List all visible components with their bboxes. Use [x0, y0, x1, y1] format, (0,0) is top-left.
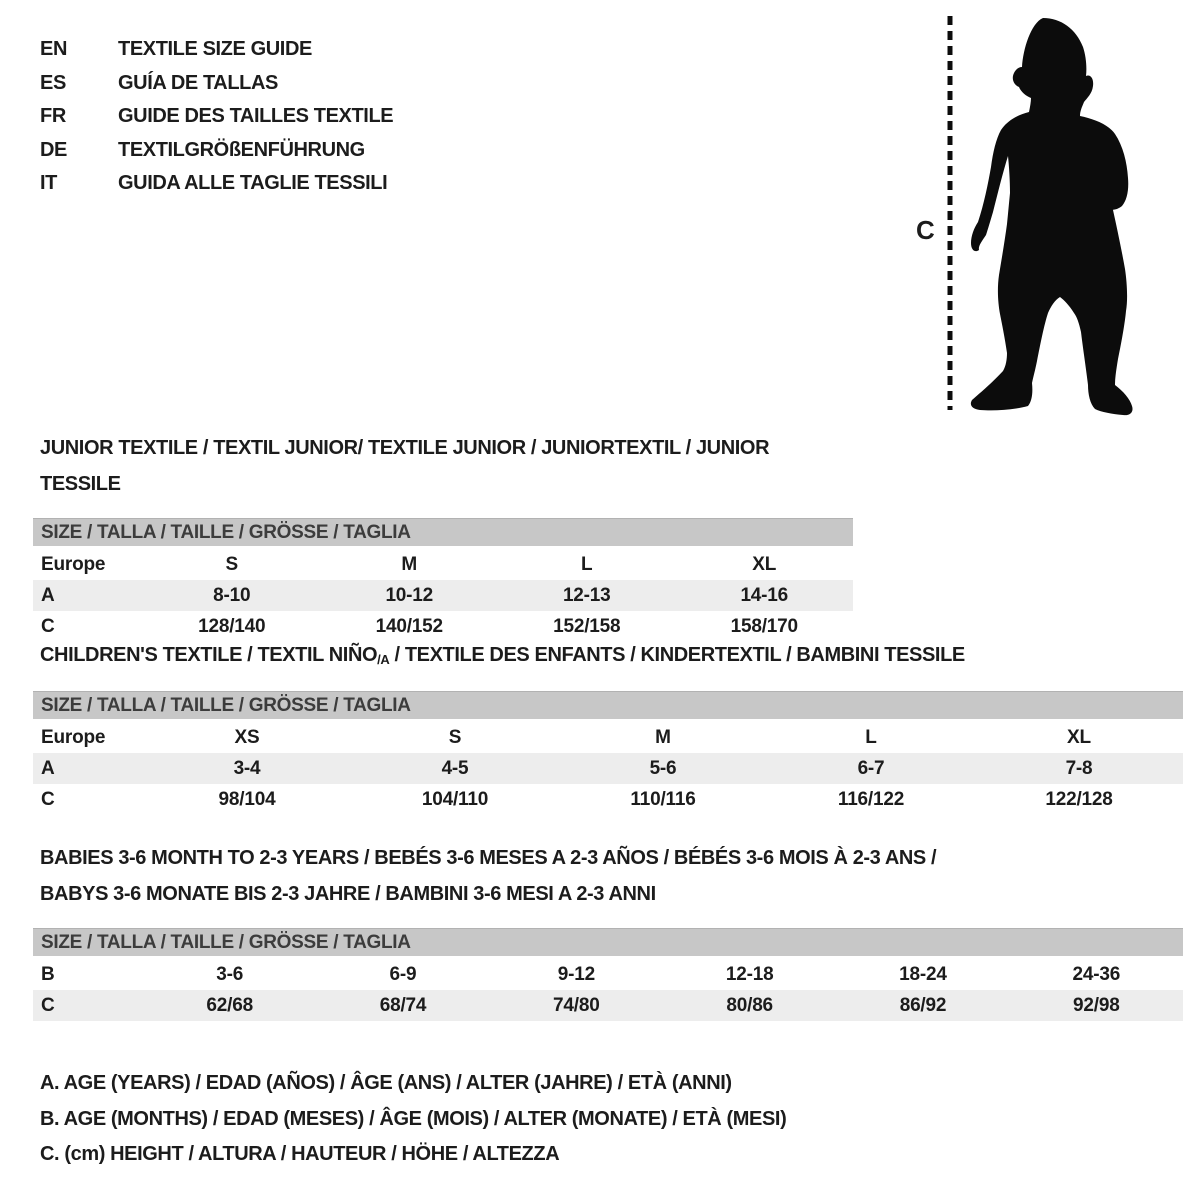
- size-cell: 80/86: [726, 995, 773, 1016]
- legend-notes: A. AGE (YEARS) / EDAD (AÑOS) / ÂGE (ANS)…: [40, 1066, 787, 1173]
- row-label-cell: C: [41, 616, 55, 637]
- section-title: CHILDREN'S TEXTILE / TEXTIL NIÑO/A / TEX…: [40, 637, 1183, 675]
- table-row: A 3-4 4-5 5-6 6-7 7-8: [33, 753, 1183, 784]
- row-label-cell: B: [41, 964, 55, 985]
- table-row: B 3-6 6-9 9-12 12-18 18-24 24-36: [33, 959, 1183, 990]
- table-header-bar: SIZE / TALLA / TAILLE / GRÖSSE / TAGLIA: [33, 518, 853, 546]
- size-cell: S: [225, 554, 239, 575]
- table-row: C 62/68 68/74 74/80 80/86 86/92 92/98: [33, 990, 1183, 1021]
- size-cell: 98/104: [218, 789, 276, 810]
- toddler-silhouette-graphic: [947, 16, 1133, 416]
- size-table: SIZE / TALLA / TAILLE / GRÖSSE / TAGLIA …: [33, 518, 853, 642]
- guide-title-label: TEXTILGRÖßENFÜHRUNG: [118, 138, 365, 161]
- table-row: Europe S M L XL: [33, 549, 853, 580]
- legend-note-line: C. (cm) HEIGHT / ALTURA / HAUTEUR / HÖHE…: [40, 1143, 560, 1165]
- size-cell: 68/74: [379, 995, 427, 1016]
- table-row: A 8-10 10-12 12-13 14-16: [33, 580, 853, 611]
- size-cell: 24-36: [1072, 964, 1121, 985]
- size-cell: 12-18: [725, 964, 774, 985]
- size-table: SIZE / TALLA / TAILLE / GRÖSSE / TAGLIA …: [33, 928, 1183, 1021]
- baby-height-figure: C: [915, 8, 1155, 428]
- row-label-cell: A: [41, 585, 55, 606]
- row-label-cell: C: [41, 995, 55, 1016]
- size-cell: 6-7: [857, 758, 885, 779]
- size-cell: 116/122: [837, 789, 905, 810]
- section-title-line: BABIES 3-6 MONTH TO 2-3 YEARS / BEBÉS 3-…: [40, 847, 937, 869]
- size-cell: XL: [1067, 727, 1091, 748]
- section-title-line: BABYS 3-6 MONATE BIS 2-3 JAHRE / BAMBINI…: [40, 883, 656, 905]
- size-cell: 92/98: [1073, 995, 1120, 1016]
- language-row: EN TEXTILE SIZE GUIDE: [40, 33, 393, 67]
- size-cell: 104/110: [421, 789, 489, 810]
- size-cell: 110/116: [630, 789, 696, 810]
- size-cell: 3-4: [233, 758, 261, 779]
- height-marker-label: C: [916, 215, 935, 245]
- size-cell: 152/158: [553, 616, 621, 637]
- size-cell: L: [865, 727, 877, 748]
- size-cell: 10-12: [385, 585, 434, 606]
- size-cell: 7-8: [1065, 758, 1093, 779]
- language-code: FR: [40, 105, 66, 127]
- guide-title-label: TEXTILE SIZE GUIDE: [118, 38, 312, 60]
- table-header-bar: SIZE / TALLA / TAILLE / GRÖSSE / TAGLIA: [33, 691, 1183, 719]
- language-code: EN: [40, 38, 67, 60]
- row-label-cell: A: [41, 758, 55, 779]
- language-code: IT: [40, 172, 57, 194]
- size-cell: 12-13: [562, 585, 611, 606]
- section-title-line: JUNIOR TEXTILE / TEXTIL JUNIOR/ TEXTILE …: [40, 437, 770, 495]
- language-row: DE TEXTILGRÖßENFÜHRUNG: [40, 134, 393, 168]
- toddler-silhouette: [970, 18, 1133, 416]
- size-table-section: BABIES 3-6 MONTH TO 2-3 YEARS / BEBÉS 3-…: [33, 840, 1183, 1021]
- size-cell: 18-24: [899, 964, 947, 985]
- size-table-section: CHILDREN'S TEXTILE / TEXTIL NIÑO/A / TEX…: [33, 637, 1183, 815]
- language-row: FR GUIDE DES TAILLES TEXTILE: [40, 100, 394, 134]
- size-table: SIZE / TALLA / TAILLE / GRÖSSE / TAGLIA …: [33, 691, 1183, 815]
- size-cell: 4-5: [441, 758, 469, 779]
- size-cell: 3-6: [216, 964, 244, 985]
- size-cell: 6-9: [389, 964, 417, 985]
- guide-title-label: GUIDA ALLE TAGLIE TESSILI: [118, 172, 388, 194]
- size-cell: 140/152: [375, 616, 443, 637]
- language-code: ES: [40, 71, 66, 94]
- language-code: DE: [40, 138, 67, 161]
- size-cell: XL: [752, 554, 777, 575]
- legend-note-line: A. AGE (YEARS) / EDAD (AÑOS) / ÂGE (ANS)…: [40, 1072, 732, 1094]
- table-row: Europe XS S M L XL: [33, 722, 1183, 753]
- table-header-bar: SIZE / TALLA / TAILLE / GRÖSSE / TAGLIA: [33, 928, 1183, 956]
- size-cell: S: [448, 727, 462, 748]
- size-cell: 74/80: [553, 995, 600, 1016]
- table-body: Europe XS S M L XL A 3-4 4-5 5-6 6-7 7-8 C 98/104 104/…: [33, 722, 1183, 815]
- size-cell: 8-10: [213, 585, 251, 606]
- guide-title-label: GUIDE DES TAILLES TEXTILE: [118, 105, 394, 127]
- size-cell: 5-6: [649, 758, 677, 779]
- size-cell: 128/140: [198, 616, 266, 637]
- row-label-cell: Europe: [41, 554, 106, 575]
- table-row: C 98/104 104/110 110/116 116/122 122/128: [33, 784, 1183, 815]
- size-cell: L: [581, 554, 593, 575]
- language-row: IT GUIDA ALLE TAGLIE TESSILI: [40, 167, 393, 201]
- size-cell: 62/68: [206, 995, 253, 1016]
- guide-title-label: GUÍA DE TALLAS: [118, 71, 278, 94]
- table-body: Europe S M L XL A 8-10 10-12 12-13 14-16 C 128/140 1…: [33, 549, 853, 642]
- legend-note-line: B. AGE (MONTHS) / EDAD (MESES) / ÂGE (MO…: [40, 1107, 787, 1130]
- size-cell: 86/92: [899, 995, 947, 1016]
- size-cell: 9-12: [557, 964, 595, 985]
- size-cell: M: [655, 727, 671, 748]
- size-cell: 122/128: [1045, 789, 1113, 810]
- language-row: ES GUÍA DE TALLAS: [40, 67, 393, 101]
- table-row: C 128/140 140/152 152/158 158/170: [33, 611, 853, 642]
- row-label-cell: Europe: [41, 727, 106, 748]
- row-label-cell: C: [41, 789, 55, 810]
- size-cell: XS: [234, 727, 260, 748]
- language-title-list: EN TEXTILE SIZE GUIDE ES GUÍA DE TALLAS …: [40, 33, 394, 201]
- size-cell: M: [401, 554, 418, 575]
- table-body: B 3-6 6-9 9-12 12-18 18-24 24-36 C 62/68 68/74 74/…: [33, 959, 1183, 1021]
- section-title: BABIES 3-6 MONTH TO 2-3 YEARS / BEBÉS 3-…: [40, 840, 1183, 912]
- size-cell: 14-16: [740, 585, 789, 606]
- size-table-section: JUNIOR TEXTILE / TEXTIL JUNIOR/ TEXTILE …: [33, 430, 853, 642]
- size-cell: 158/170: [730, 616, 798, 637]
- section-title: JUNIOR TEXTILE / TEXTIL JUNIOR/ TEXTILE …: [40, 430, 853, 502]
- section-title-line: CHILDREN'S TEXTILE / TEXTIL NIÑO/A / TEX…: [40, 644, 965, 667]
